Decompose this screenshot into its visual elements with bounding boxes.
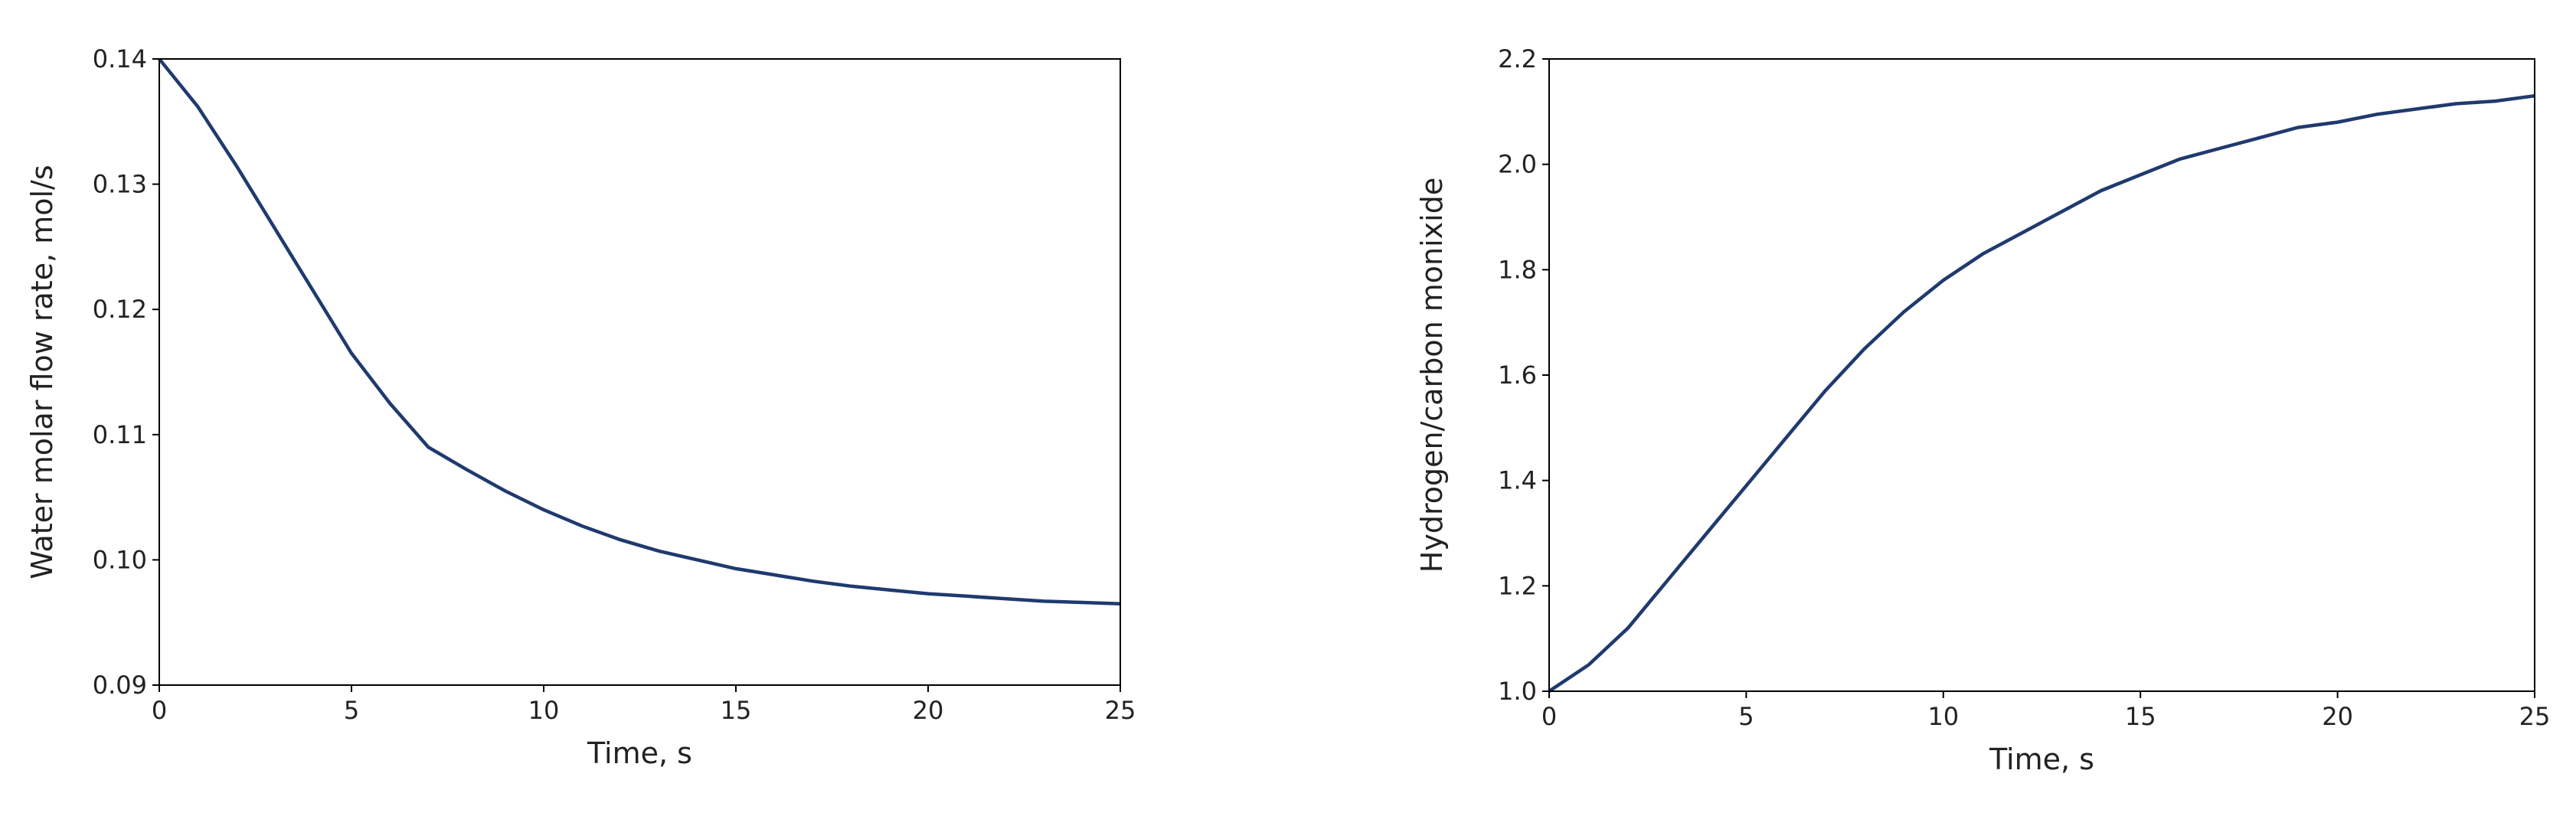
y-axis-label: Water molar flow rate, mol/s xyxy=(25,165,59,579)
x-tick-label: 5 xyxy=(1738,702,1754,731)
x-tick-label: 0 xyxy=(1541,702,1557,731)
data-line xyxy=(158,57,1121,605)
y-tick-label: 0.14 xyxy=(93,44,147,73)
plot-frame xyxy=(1548,58,2535,692)
y-axis-label: Hydrogen/carbon monixide xyxy=(1415,178,1449,573)
y-tick-label: 0.13 xyxy=(93,170,147,199)
x-tick-label: 5 xyxy=(344,696,359,725)
x-tick-label: 15 xyxy=(2125,702,2156,731)
y-tick-label: 1.6 xyxy=(1498,361,1537,390)
data-line xyxy=(1548,93,2535,693)
y-tick-label: 1.8 xyxy=(1498,255,1537,284)
y-tick-label: 2.0 xyxy=(1498,150,1537,179)
y-tick-label: 0.09 xyxy=(93,671,147,700)
x-tick-label: 10 xyxy=(1927,702,1959,731)
y-tick-label: 1.2 xyxy=(1498,571,1537,600)
y-tick-label: 1.0 xyxy=(1498,677,1537,706)
y-tick-label: 1.4 xyxy=(1498,466,1537,495)
plot-frame xyxy=(159,58,1121,686)
x-tick-label: 15 xyxy=(721,696,752,725)
x-tick-label: 0 xyxy=(152,696,167,725)
x-tick-label: 25 xyxy=(2519,702,2551,731)
y-tick-label: 2.2 xyxy=(1498,44,1537,73)
y-tick-label: 0.11 xyxy=(93,420,147,449)
x-tick-label: 20 xyxy=(2322,702,2353,731)
y-tick-label: 0.12 xyxy=(93,295,147,324)
x-tick-label: 10 xyxy=(528,696,560,725)
x-tick-label: 25 xyxy=(1105,696,1136,725)
y-tick-label: 0.10 xyxy=(93,545,147,574)
x-axis-label: Time, s xyxy=(1989,743,2094,776)
x-axis-label: Time, s xyxy=(587,736,692,770)
x-tick-label: 20 xyxy=(913,696,944,725)
